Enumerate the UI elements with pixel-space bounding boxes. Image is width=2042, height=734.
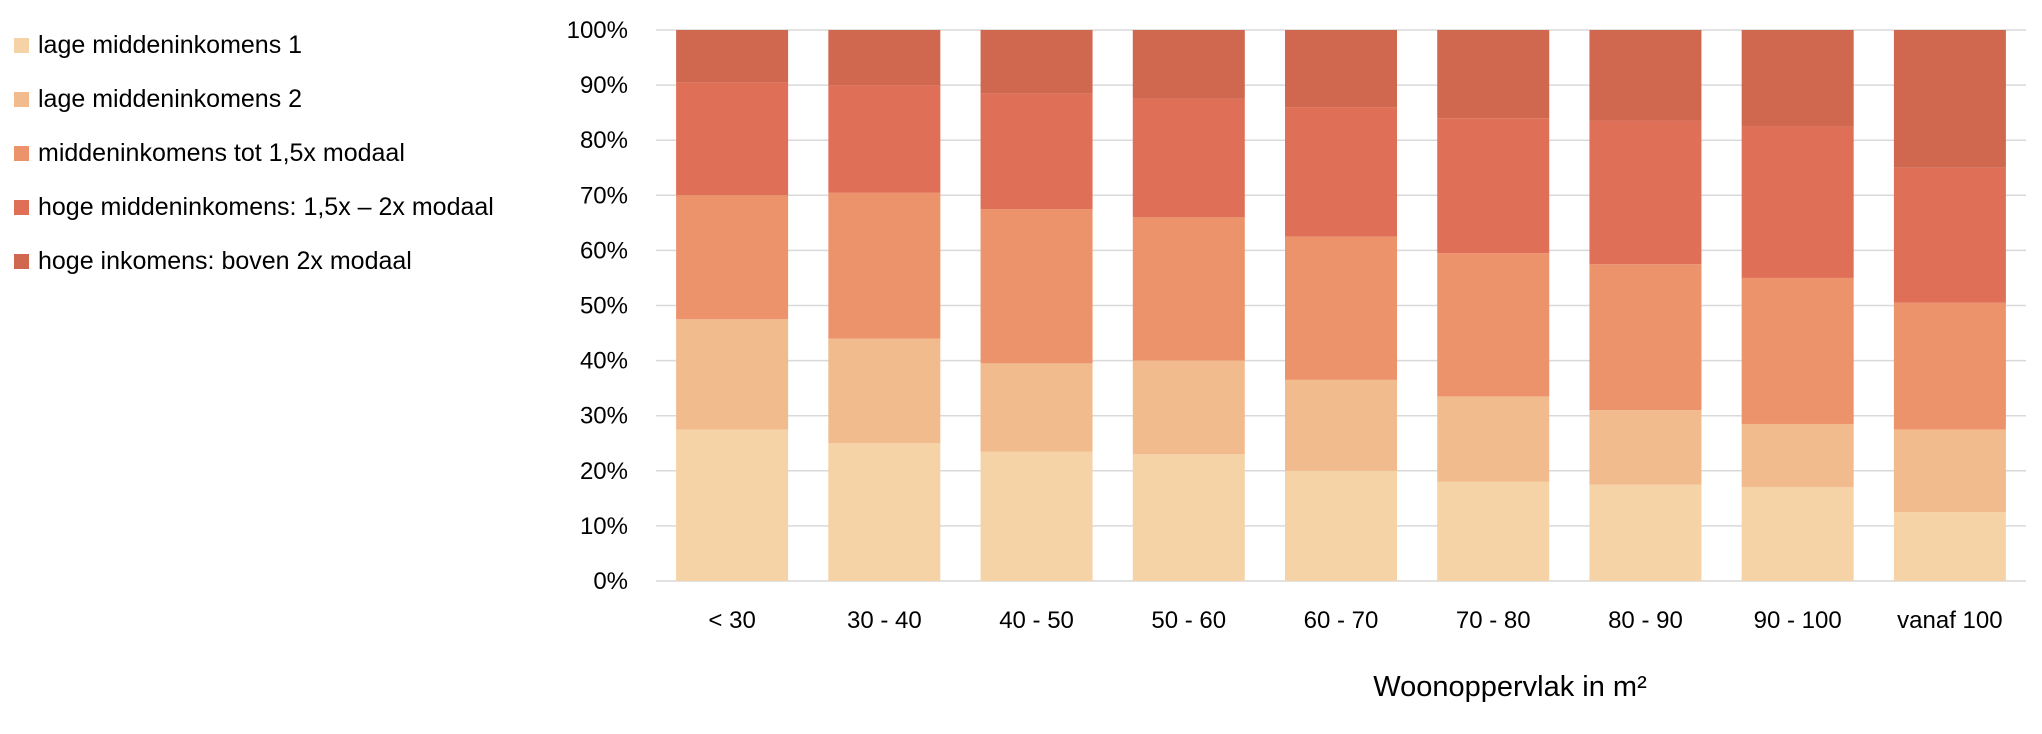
x-axis-title: Woonoppervlak in m² bbox=[1373, 671, 1647, 703]
bar-segment bbox=[1589, 264, 1702, 411]
bar-segment bbox=[1285, 379, 1397, 471]
legend-swatch bbox=[14, 91, 29, 107]
legend-swatch bbox=[14, 37, 29, 53]
bar-segment bbox=[1741, 423, 1854, 488]
bar-segment bbox=[828, 30, 941, 86]
x-tick-label: < 30 bbox=[708, 607, 755, 634]
x-tick-label: 60 - 70 bbox=[1304, 607, 1379, 634]
legend-item: hoge inkomens: boven 2x modaal bbox=[14, 234, 494, 288]
bar-segment bbox=[1589, 30, 1702, 121]
legend-label: middeninkomens tot 1,5x modaal bbox=[38, 138, 405, 167]
y-tick-label: 30% bbox=[580, 403, 628, 430]
bar-segment bbox=[1285, 30, 1397, 108]
bar-segment bbox=[1132, 360, 1245, 455]
bar-segment bbox=[1589, 410, 1702, 485]
bar-segment bbox=[980, 93, 1093, 210]
legend-swatch bbox=[14, 145, 29, 161]
legend-label: lage middeninkomens 1 bbox=[38, 30, 303, 59]
y-tick-label: 10% bbox=[580, 513, 628, 540]
x-tick-label: 30 - 40 bbox=[847, 607, 922, 634]
y-tick-label: 80% bbox=[580, 127, 628, 154]
bar-segment bbox=[1132, 30, 1245, 99]
bar-segment bbox=[828, 338, 941, 444]
bar-segment bbox=[1437, 118, 1550, 254]
bar-segment bbox=[676, 30, 789, 83]
legend-swatch bbox=[14, 253, 29, 269]
x-tick-label: vanaf 100 bbox=[1897, 607, 2002, 634]
bar-segment bbox=[1893, 429, 2006, 513]
bar-segment bbox=[1893, 167, 2006, 303]
bar-segment bbox=[1437, 481, 1550, 581]
y-tick-label: 50% bbox=[580, 293, 628, 320]
y-tick-label: 40% bbox=[580, 348, 628, 375]
bar-segment bbox=[1893, 30, 2006, 168]
y-tick-label: 20% bbox=[580, 458, 628, 485]
bar-segment bbox=[1132, 98, 1245, 218]
bar-segment bbox=[980, 363, 1093, 452]
x-tick-label: 90 - 100 bbox=[1754, 607, 1842, 634]
bar-segment bbox=[1893, 302, 2006, 430]
bar-segment bbox=[1132, 454, 1245, 581]
bar-segment bbox=[828, 85, 941, 193]
bar-segment bbox=[1437, 396, 1550, 482]
bar-segment bbox=[1285, 236, 1397, 380]
bar-segment bbox=[676, 429, 789, 581]
bar-segment bbox=[676, 82, 789, 196]
bar-segment bbox=[1132, 217, 1245, 361]
bar-segment bbox=[980, 451, 1093, 581]
y-tick-label: 90% bbox=[580, 72, 628, 99]
x-tick-labels: < 30 30 - 40 40 - 50 50 - 60 60 - 70 70 - 80 8… bbox=[708, 607, 2002, 634]
legend-item: lage middeninkomens 2 bbox=[14, 72, 494, 126]
legend-label: lage middeninkomens 2 bbox=[38, 84, 303, 113]
legend: lage middeninkomens 1 lage middeninkomens… bbox=[14, 18, 494, 288]
bar-segment bbox=[1589, 120, 1702, 265]
x-tick-label: 40 - 50 bbox=[999, 607, 1074, 634]
x-tick-label: 70 - 80 bbox=[1456, 607, 1531, 634]
y-tick-label: 70% bbox=[580, 182, 628, 209]
legend-item: hoge middeninkomens: 1,5x – 2x modaal bbox=[14, 180, 494, 234]
bars bbox=[676, 30, 2006, 581]
bar-segment bbox=[1437, 253, 1550, 397]
bar-segment bbox=[676, 195, 789, 320]
legend-label: hoge inkomens: boven 2x modaal bbox=[38, 246, 412, 275]
bar-segment bbox=[1285, 470, 1397, 581]
legend-item: middeninkomens tot 1,5x modaal bbox=[14, 126, 494, 180]
bar-segment bbox=[1437, 30, 1550, 119]
bar-segment bbox=[1285, 107, 1397, 237]
legend-item: lage middeninkomens 1 bbox=[14, 18, 494, 72]
bar-segment bbox=[1741, 30, 1854, 127]
x-tick-label: 50 - 60 bbox=[1151, 607, 1226, 634]
bar-segment bbox=[1741, 277, 1854, 424]
legend-swatch bbox=[14, 199, 29, 215]
y-tick-labels: 0% 10% 20% 30% 40% 50% 60% 70% 80% 90% 100% bbox=[567, 17, 628, 595]
y-tick-label: 100% bbox=[567, 17, 628, 44]
x-tick-label: 80 - 90 bbox=[1608, 607, 1683, 634]
y-tick-label: 0% bbox=[593, 568, 628, 595]
bar-segment bbox=[980, 209, 1093, 364]
bar-segment bbox=[1741, 126, 1854, 278]
bar-segment bbox=[676, 319, 789, 430]
bar-segment bbox=[828, 443, 941, 581]
bar-segment bbox=[1741, 487, 1854, 581]
bar-segment bbox=[980, 30, 1093, 94]
legend-label: hoge middeninkomens: 1,5x – 2x modaal bbox=[38, 192, 494, 221]
bar-segment bbox=[1589, 484, 1702, 581]
bar-segment bbox=[1893, 512, 2006, 581]
bar-segment bbox=[828, 192, 941, 339]
y-tick-label: 60% bbox=[580, 237, 628, 264]
